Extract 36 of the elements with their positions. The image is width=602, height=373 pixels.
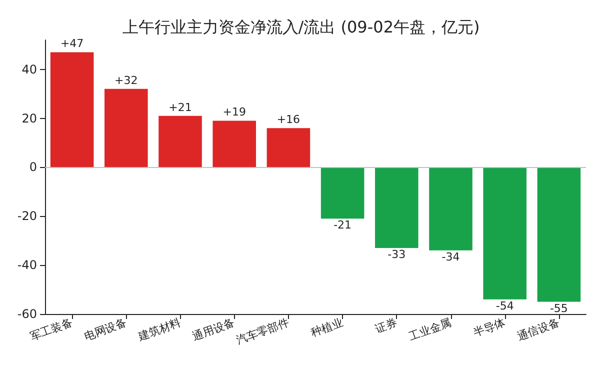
bar [50, 52, 94, 168]
data-label: -21 [334, 218, 352, 232]
data-label: +21 [168, 100, 192, 114]
y-tick-label: -40 [17, 258, 37, 272]
data-label: -34 [442, 250, 460, 264]
chart-title: 上午行业主力资金净流入/流出 (09-02午盘，亿元) [122, 18, 480, 36]
x-tick-label: 半导体 [472, 316, 508, 340]
y-tick-label: 0 [29, 160, 37, 174]
data-label: +16 [276, 113, 300, 126]
y-tick-label: -20 [17, 209, 37, 224]
data-label: +47 [60, 37, 84, 50]
bar [537, 167, 581, 302]
x-tick-label: 工业金属 [407, 316, 453, 344]
x-tick-label: 通用设备 [190, 316, 237, 344]
bar [104, 88, 148, 168]
data-label: -33 [388, 248, 406, 261]
bar [158, 116, 202, 168]
bar [375, 167, 418, 248]
bar [266, 128, 310, 168]
data-label: -55 [550, 302, 568, 315]
bar [483, 167, 526, 300]
bar [320, 167, 364, 219]
y-tick-label: -60 [17, 307, 37, 321]
data-label: -54 [496, 299, 514, 312]
x-tick-label: 通信设备 [515, 316, 562, 344]
bar [212, 120, 256, 168]
bar [429, 167, 472, 250]
data-label: +32 [114, 74, 138, 87]
x-tick-label: 汽车零部件 [234, 316, 291, 347]
x-tick-label: 证券 [374, 316, 399, 336]
y-tick-label: 20 [22, 111, 37, 126]
data-label: +19 [222, 106, 246, 119]
y-tick-label: 40 [22, 62, 37, 76]
x-tick-label: 电网设备 [82, 316, 128, 344]
x-tick-label: 种植业 [309, 316, 345, 340]
x-tick-label: 建筑材料 [136, 316, 182, 344]
